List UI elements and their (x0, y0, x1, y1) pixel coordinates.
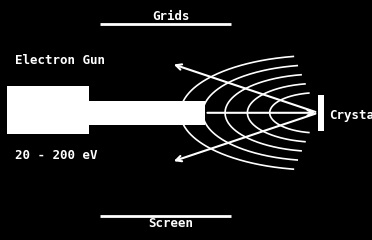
Bar (318, 95, 324, 131)
Text: Grids: Grids (153, 10, 190, 23)
Bar (7, 86, 89, 134)
Text: Screen: Screen (149, 217, 193, 230)
Text: Crystal: Crystal (329, 109, 372, 122)
Text: 20 - 200 eV: 20 - 200 eV (15, 149, 97, 162)
Bar (89, 101, 205, 125)
Text: Electron Gun: Electron Gun (15, 54, 105, 67)
